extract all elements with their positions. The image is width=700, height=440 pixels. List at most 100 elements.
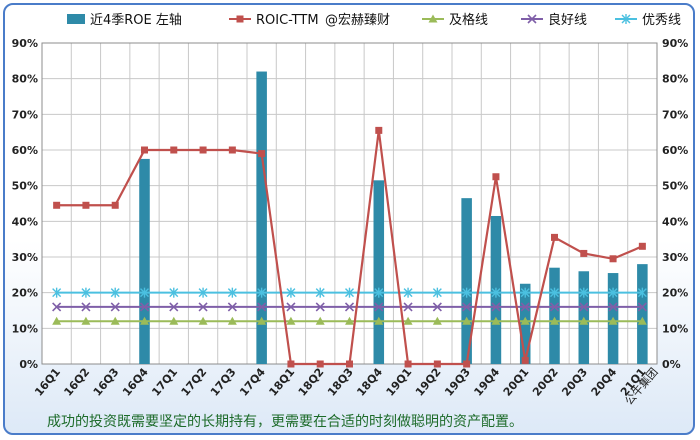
legend-marker-pass — [428, 14, 438, 23]
marker-roic — [346, 360, 353, 368]
right-axis-tick-label: 20% — [662, 287, 688, 300]
x-tick-label: 16Q3 — [91, 366, 122, 399]
marker-pass — [637, 316, 647, 325]
marker-pass — [52, 316, 62, 325]
x-tick-label: 20Q3 — [559, 366, 590, 399]
marker-good — [403, 302, 413, 312]
marker-roic — [492, 173, 500, 181]
marker-roic — [463, 360, 471, 368]
marker-excellent — [403, 287, 413, 298]
marker-good — [608, 302, 618, 312]
marker-excellent — [345, 287, 354, 298]
x-tick-label: 20Q2 — [530, 366, 561, 399]
left-axis-tick-label: 80% — [12, 73, 38, 86]
marker-excellent — [637, 287, 647, 298]
marker-good — [227, 302, 237, 312]
marker-roic — [580, 249, 588, 257]
marker-pass — [579, 316, 589, 325]
chart-caption: 成功的投资既需要坚定的长期持有，更需要在合适的时刻做聪明的资产配置。 — [47, 414, 523, 430]
legend-label: 优秀线 — [642, 13, 681, 28]
marker-pass — [345, 316, 354, 325]
marker-pass — [520, 316, 530, 325]
right-axis-tick-label: 10% — [662, 322, 688, 335]
marker-good — [110, 302, 120, 312]
marker-excellent — [227, 287, 237, 298]
marker-pass — [491, 316, 501, 325]
marker-roic — [199, 146, 207, 154]
chart-panel: 0% 10% 20% 30% 40% 50% 60% 70% 80% 90% 0% 10% 20% 30%… — [3, 3, 695, 435]
marker-excellent — [432, 287, 442, 298]
marker-good — [315, 302, 325, 312]
legend-marker-excellent — [621, 14, 631, 24]
x-tick-label: 18Q1 — [266, 366, 297, 399]
right-axis-tick-label: 50% — [662, 180, 688, 193]
marker-excellent — [550, 287, 559, 298]
bar-roe — [139, 158, 150, 364]
right-axis-tick-label: 30% — [662, 251, 688, 264]
marker-pass — [608, 316, 618, 325]
legend-label: @宏赫臻财 — [325, 13, 390, 28]
marker-good — [81, 302, 91, 312]
left-axis-tick-label: 20% — [12, 287, 38, 300]
legend-label: 及格线 — [449, 12, 488, 28]
marker-pass — [257, 316, 267, 325]
marker-excellent — [286, 287, 296, 298]
marker-good — [198, 302, 208, 312]
x-tick-label: 19Q2 — [413, 366, 444, 399]
marker-pass — [198, 316, 208, 325]
marker-good — [520, 302, 530, 312]
marker-excellent — [81, 287, 91, 298]
marker-good — [139, 302, 150, 312]
marker-excellent — [579, 287, 589, 298]
left-axis-tick-label: 50% — [12, 180, 38, 193]
marker-pass — [169, 316, 179, 325]
marker-excellent — [520, 287, 530, 298]
marker-good — [549, 302, 560, 312]
marker-roic — [287, 360, 295, 368]
marker-excellent — [608, 287, 618, 298]
marker-pass — [374, 316, 384, 325]
marker-pass — [403, 316, 413, 325]
marker-roic — [258, 150, 266, 158]
marker-roic — [638, 242, 646, 250]
plot-area — [42, 43, 657, 364]
marker-roic — [111, 201, 119, 209]
bar-roe — [256, 71, 267, 365]
marker-pass — [550, 316, 559, 325]
right-axis-tick-label: 40% — [662, 215, 688, 228]
right-axis-tick-label: 80% — [662, 73, 688, 86]
left-axis-tick-label: 0% — [19, 358, 38, 371]
marker-pass — [110, 316, 120, 325]
marker-pass — [315, 316, 325, 325]
marker-excellent — [374, 287, 384, 298]
marker-excellent — [110, 287, 120, 298]
marker-roic — [551, 233, 558, 241]
x-tick-label: 17Q4 — [237, 365, 268, 398]
marker-good — [52, 302, 62, 312]
x-tick-label: 18Q3 — [325, 366, 356, 399]
left-axis-tick-label: 10% — [12, 322, 38, 335]
x-tick-label: 16Q2 — [61, 366, 92, 399]
marker-good — [169, 302, 179, 312]
marker-pass — [227, 316, 237, 325]
legend: 近4季ROE 左轴 ROIC-TTM @宏赫臻财 及格线 良好线 优秀线 — [67, 12, 681, 28]
marker-excellent — [315, 287, 325, 298]
marker-roic — [521, 356, 529, 364]
left-axis-tick-label: 60% — [12, 144, 38, 157]
marker-good — [637, 302, 647, 312]
x-tick-label: 20Q4 — [589, 365, 620, 398]
bar-roe — [373, 180, 385, 364]
marker-excellent — [140, 287, 149, 298]
marker-good — [286, 302, 296, 312]
marker-excellent — [52, 287, 62, 298]
bar-roe — [461, 198, 472, 364]
marker-roic — [375, 126, 383, 134]
right-axis-tick-label: 60% — [662, 144, 688, 157]
marker-excellent — [462, 287, 472, 298]
marker-good — [462, 302, 472, 312]
marker-good — [257, 302, 267, 312]
marker-pass — [81, 316, 91, 325]
marker-pass — [286, 316, 296, 325]
marker-roic — [404, 360, 412, 368]
x-tick-label: 19Q3 — [442, 366, 473, 399]
